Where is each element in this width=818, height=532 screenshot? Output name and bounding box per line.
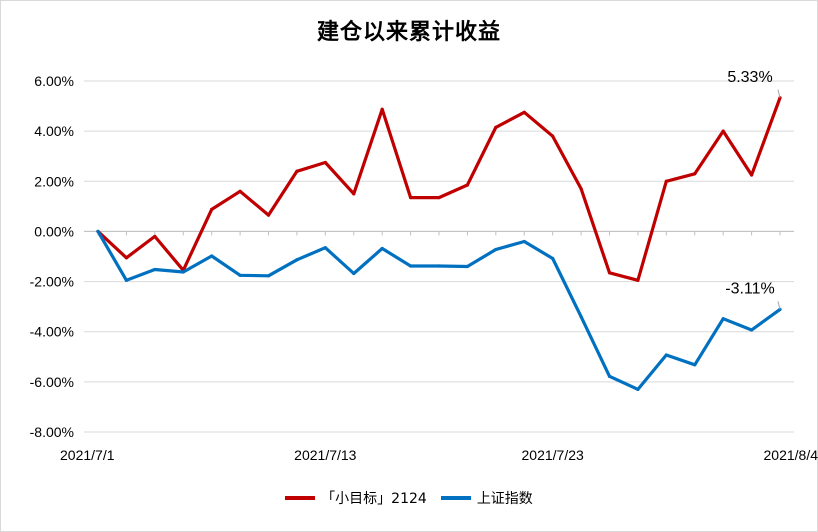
series-1-point (494, 125, 498, 129)
series-2-point (352, 271, 356, 276)
series-1-point (437, 195, 441, 200)
series-2-point (721, 317, 725, 321)
legend-swatch-series-2 (440, 496, 471, 500)
end-value-label-series-1: 5.33% (727, 69, 772, 86)
series-2-point (380, 246, 384, 251)
series-1-point (352, 192, 356, 196)
series-1-point (664, 179, 668, 183)
series-2-point (96, 229, 100, 234)
y-tick-label: -6.00% (30, 374, 74, 390)
chart-legend: 「小目标」2124 上证指数 (0, 488, 818, 508)
series-2-point (749, 328, 754, 332)
series-2-point (210, 254, 214, 258)
series-2-point (607, 374, 612, 378)
y-tick-label: 0.00% (34, 223, 74, 239)
series-2-point (522, 239, 526, 244)
y-tick-label: -8.00% (30, 424, 74, 440)
series-1-point (153, 234, 157, 239)
x-tick-label: 2021/8/4 (764, 447, 818, 463)
series-2-point (323, 246, 327, 250)
chart-title: 建仓以来累计收益 (316, 20, 501, 45)
series-1-point (551, 134, 555, 138)
y-tick-label: 6.00% (34, 73, 74, 89)
legend-item-series-1: 「小目标」2124 (285, 488, 427, 508)
y-tick-label: 4.00% (34, 123, 74, 139)
series-2-point (295, 258, 299, 262)
series-2-point (181, 270, 185, 274)
series-2-point (465, 264, 470, 269)
series-line-2 (96, 229, 782, 391)
series-1-point (124, 256, 129, 260)
y-tick-label: -4.00% (30, 324, 74, 340)
legend-label-series-2: 上证指数 (476, 491, 533, 507)
x-tick-label: 2021/7/1 (60, 447, 115, 463)
series-2-point (153, 267, 157, 272)
series-1-point (266, 213, 271, 217)
series-2-point (437, 264, 441, 268)
series-2-point (266, 274, 271, 278)
series-1-point (749, 173, 754, 177)
series-1-point (607, 271, 612, 275)
series-1-point (465, 183, 470, 187)
series-1-point (380, 107, 384, 111)
series-1-point (636, 278, 640, 282)
legend-item-series-2: 上证指数 (440, 488, 533, 508)
series-1-point (295, 169, 299, 173)
series-1-point (522, 110, 526, 114)
series-2-point (664, 353, 668, 357)
series-2-point (551, 256, 555, 261)
series-1-point (579, 187, 583, 191)
x-tick-label: 2021/7/13 (294, 447, 356, 463)
series-1-point (693, 172, 697, 176)
series-1-point (210, 207, 214, 211)
series-1-point (323, 160, 327, 165)
series-1-point (238, 189, 242, 193)
legend-swatch-series-1 (285, 496, 316, 500)
series-2-point (238, 273, 242, 277)
end-value-label-series-2: -3.11% (725, 280, 775, 297)
x-tick-label: 2021/7/23 (522, 447, 584, 463)
series-2-point (693, 363, 697, 367)
y-tick-label: 2.00% (34, 173, 74, 189)
y-tick-label: -2.00% (30, 274, 74, 290)
legend-label-series-1: 「小目标」2124 (321, 491, 427, 507)
series-1-point (408, 195, 413, 200)
series-2-point (579, 315, 583, 319)
end-label-leader (777, 89, 781, 98)
series-2-point (494, 247, 498, 252)
end-label-leader (777, 301, 781, 310)
series-1-point (721, 129, 725, 133)
series-2-point (124, 278, 129, 282)
series-2-point (636, 387, 640, 391)
series-2-point (408, 264, 413, 268)
series-line-1 (96, 96, 782, 282)
